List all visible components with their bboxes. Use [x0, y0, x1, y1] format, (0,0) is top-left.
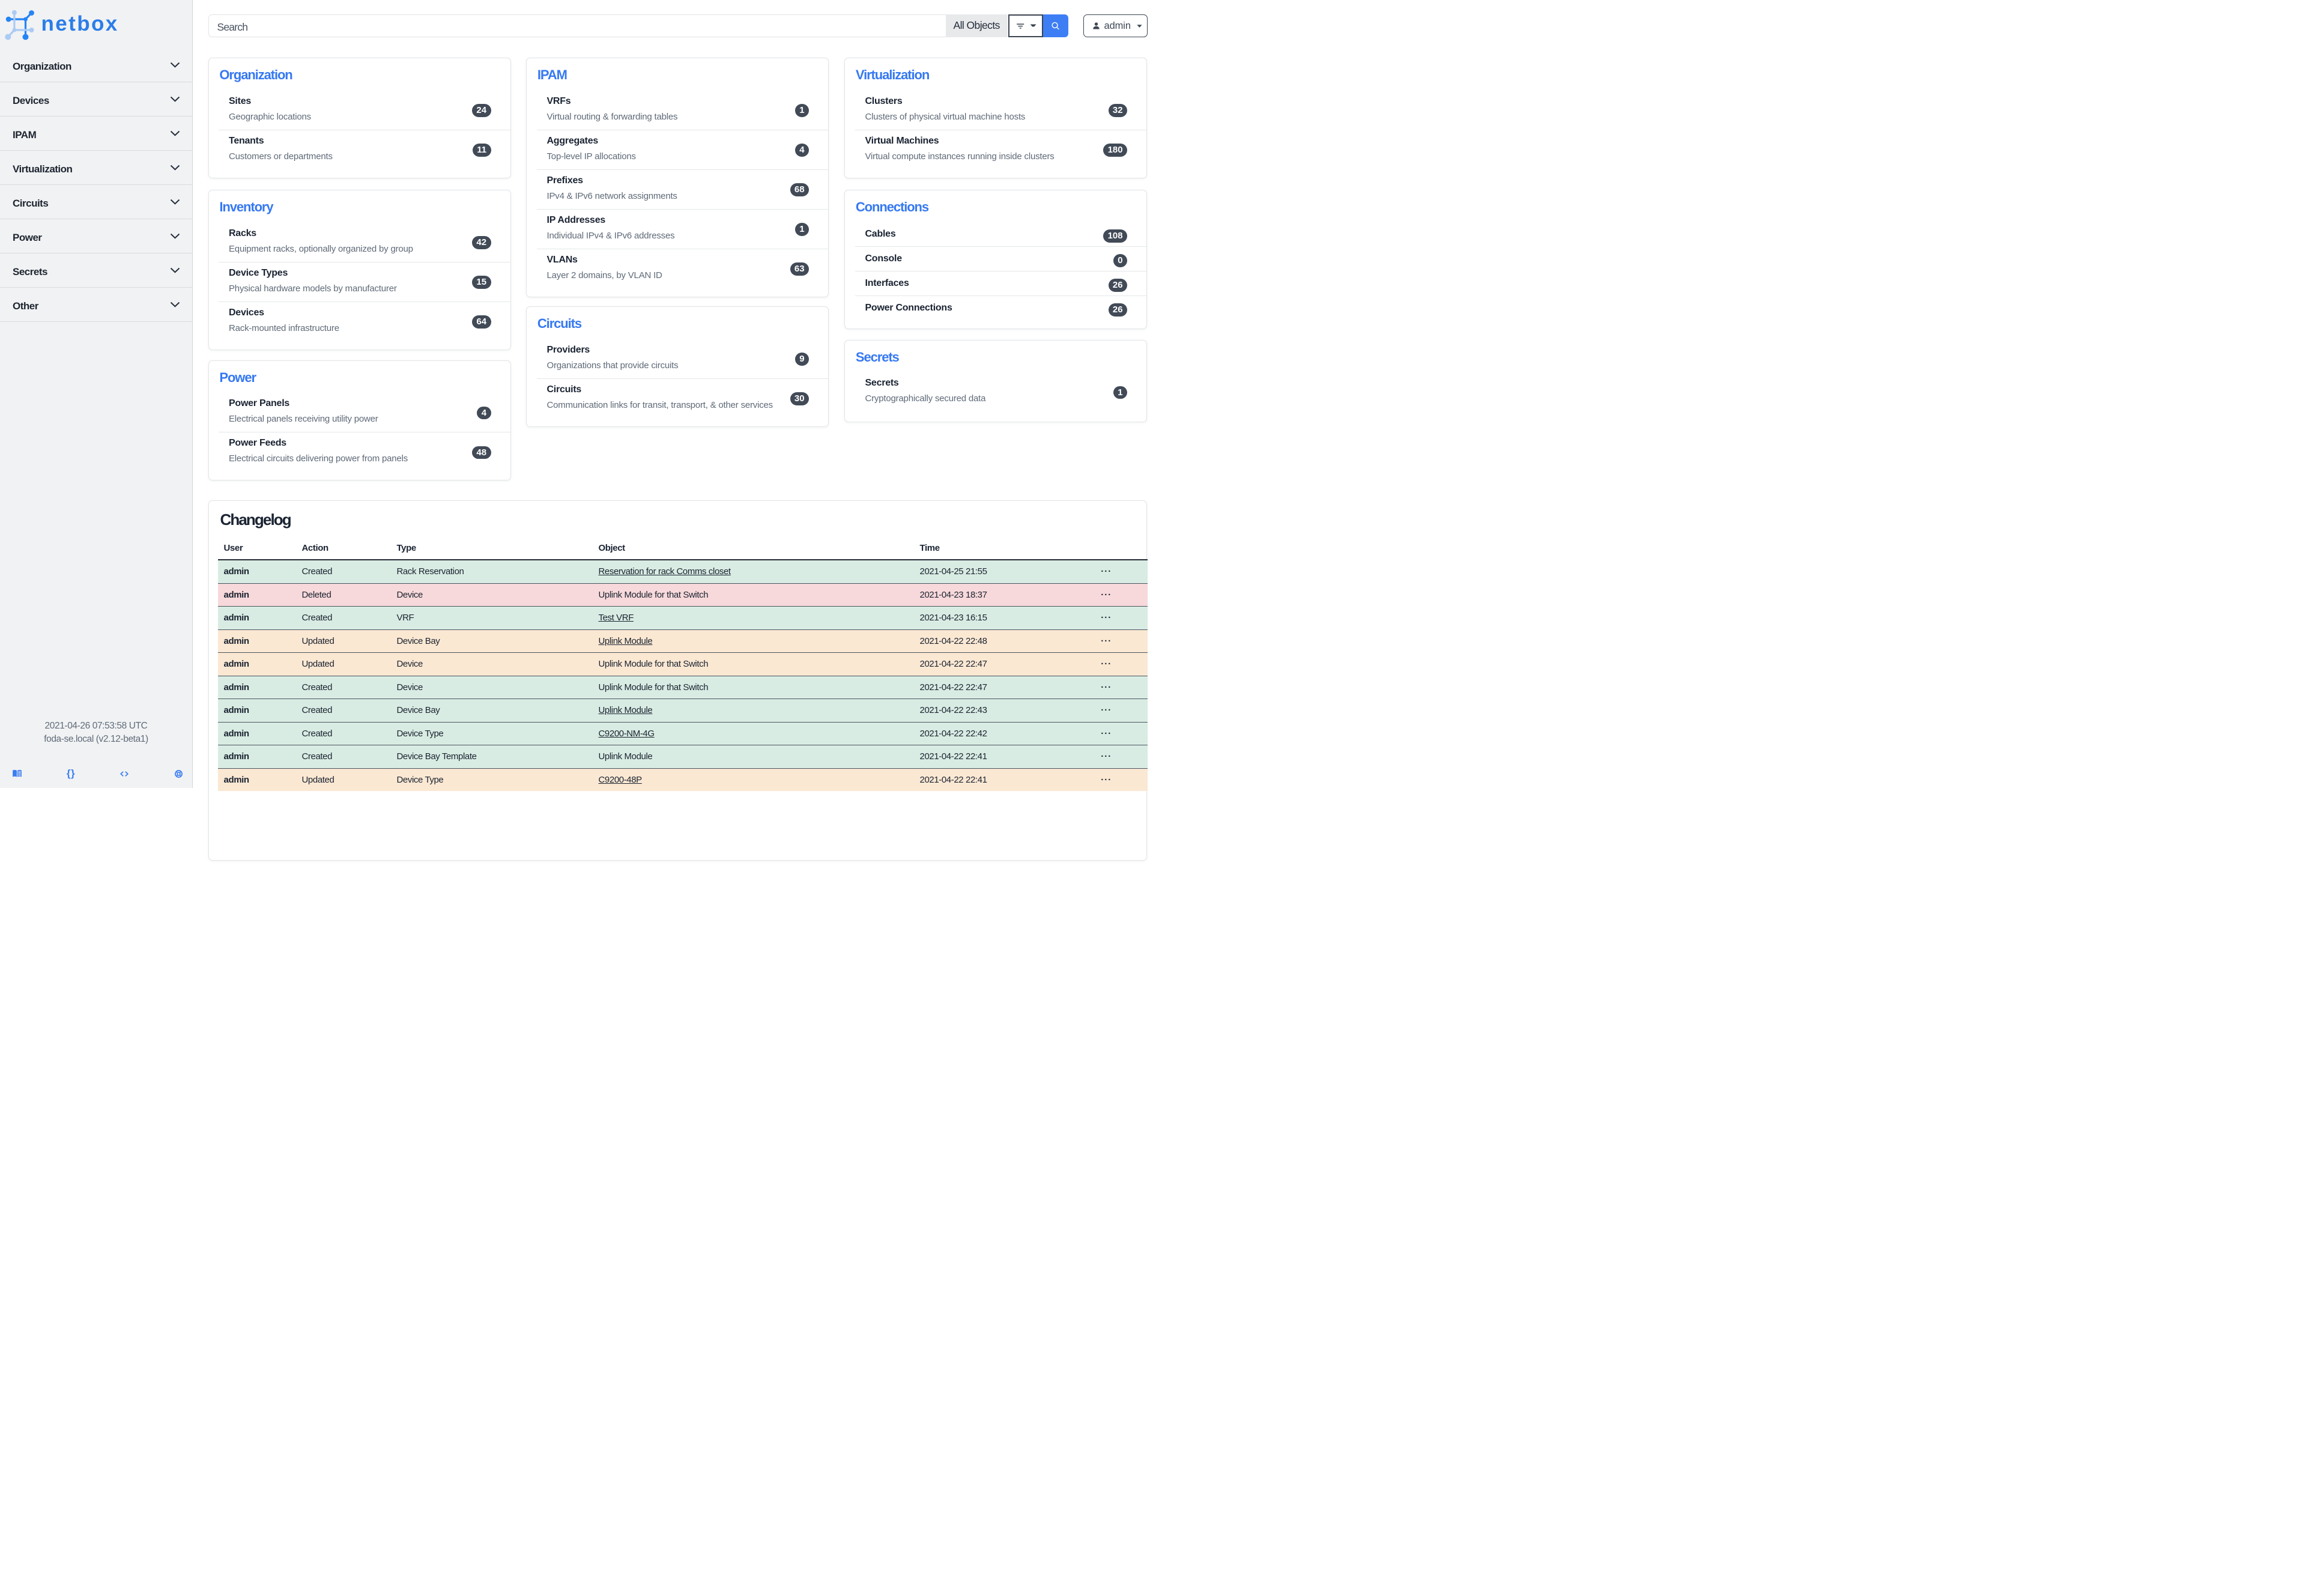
svg-text:netbox: netbox	[41, 12, 119, 35]
